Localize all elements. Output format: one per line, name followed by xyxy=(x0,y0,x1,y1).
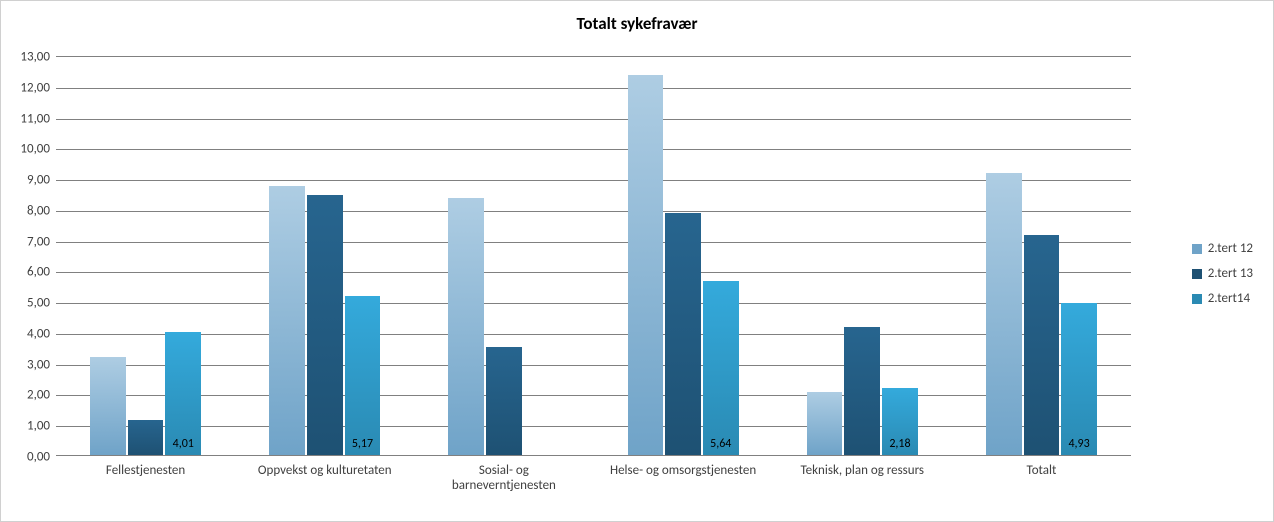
y-tick-label: 12,00 xyxy=(20,80,50,95)
bar: 2,18 xyxy=(882,388,918,455)
bar xyxy=(90,357,126,455)
y-tick-label: 1,00 xyxy=(27,419,50,434)
legend-swatch xyxy=(1192,294,1202,304)
y-tick-label: 7,00 xyxy=(27,234,50,249)
y-tick-label: 13,00 xyxy=(20,50,50,65)
bar-value-label: 4,01 xyxy=(173,437,194,451)
gridline xyxy=(56,334,1131,335)
x-axis: Fellestjenesten Oppvekst og kulturetaten S… xyxy=(56,456,1131,516)
legend-swatch xyxy=(1192,269,1202,279)
legend-label: 2.tert14 xyxy=(1208,291,1250,306)
chart-container: Totalt sykefravær 0,001,002,003,004,005,… xyxy=(0,0,1274,522)
bar: 4,01 xyxy=(165,332,201,455)
legend-label: 2.tert 12 xyxy=(1208,241,1253,256)
chart-title: Totalt sykefravær xyxy=(1,13,1273,34)
bar xyxy=(986,173,1022,455)
x-tick-label: Fellestjenesten xyxy=(106,464,185,479)
x-tick-label: Helse- og omsorgstjenesten xyxy=(610,464,756,479)
x-tick-label: Totalt xyxy=(1027,464,1057,479)
gridline xyxy=(56,272,1131,273)
gridline xyxy=(56,180,1131,181)
gridline xyxy=(56,88,1131,89)
bar xyxy=(486,347,522,455)
x-tick-label: Sosial- ogbarneverntjenesten xyxy=(452,464,556,494)
plot-area: 0,001,002,003,004,005,006,007,008,009,00… xyxy=(56,56,1131,456)
bar-value-label: 5,17 xyxy=(352,437,373,451)
bar xyxy=(307,195,343,455)
bar: 4,93 xyxy=(1061,303,1097,455)
bar xyxy=(844,327,880,455)
x-tick-label: Teknisk, plan og ressurs xyxy=(801,464,925,479)
bar: 5,64 xyxy=(703,281,739,455)
gridline xyxy=(56,426,1131,427)
gridline xyxy=(56,211,1131,212)
gridline xyxy=(56,303,1131,304)
y-tick-label: 5,00 xyxy=(27,296,50,311)
y-tick-label: 9,00 xyxy=(27,173,50,188)
gridline xyxy=(56,365,1131,366)
x-tick-label: Oppvekst og kulturetaten xyxy=(258,464,392,479)
gridline xyxy=(56,149,1131,150)
gridline xyxy=(56,242,1131,243)
bar-value-label: 2,18 xyxy=(889,437,910,451)
y-tick-label: 8,00 xyxy=(27,203,50,218)
y-tick-label: 4,00 xyxy=(27,326,50,341)
y-tick-label: 2,00 xyxy=(27,388,50,403)
y-tick-label: 10,00 xyxy=(20,142,50,157)
bar xyxy=(628,75,664,455)
bar: 5,17 xyxy=(345,296,381,455)
legend-swatch xyxy=(1192,244,1202,254)
bar xyxy=(807,392,843,455)
bar-value-label: 4,93 xyxy=(1068,437,1089,451)
legend-item: 2.tert14 xyxy=(1192,291,1253,306)
gridline xyxy=(56,395,1131,396)
bar-value-label: 5,64 xyxy=(710,437,731,451)
y-tick-label: 6,00 xyxy=(27,265,50,280)
legend-item: 2.tert 12 xyxy=(1192,241,1253,256)
bar xyxy=(128,420,164,455)
legend: 2.tert 12 2.tert 13 2.tert14 xyxy=(1192,231,1253,316)
gridline xyxy=(56,119,1131,120)
bar xyxy=(1024,235,1060,455)
legend-label: 2.tert 13 xyxy=(1208,266,1253,281)
y-tick-label: 11,00 xyxy=(20,111,50,126)
bar xyxy=(448,198,484,455)
y-tick-label: 0,00 xyxy=(27,450,50,465)
bar xyxy=(269,186,305,455)
legend-item: 2.tert 13 xyxy=(1192,266,1253,281)
y-tick-label: 3,00 xyxy=(27,357,50,372)
bar xyxy=(665,213,701,455)
